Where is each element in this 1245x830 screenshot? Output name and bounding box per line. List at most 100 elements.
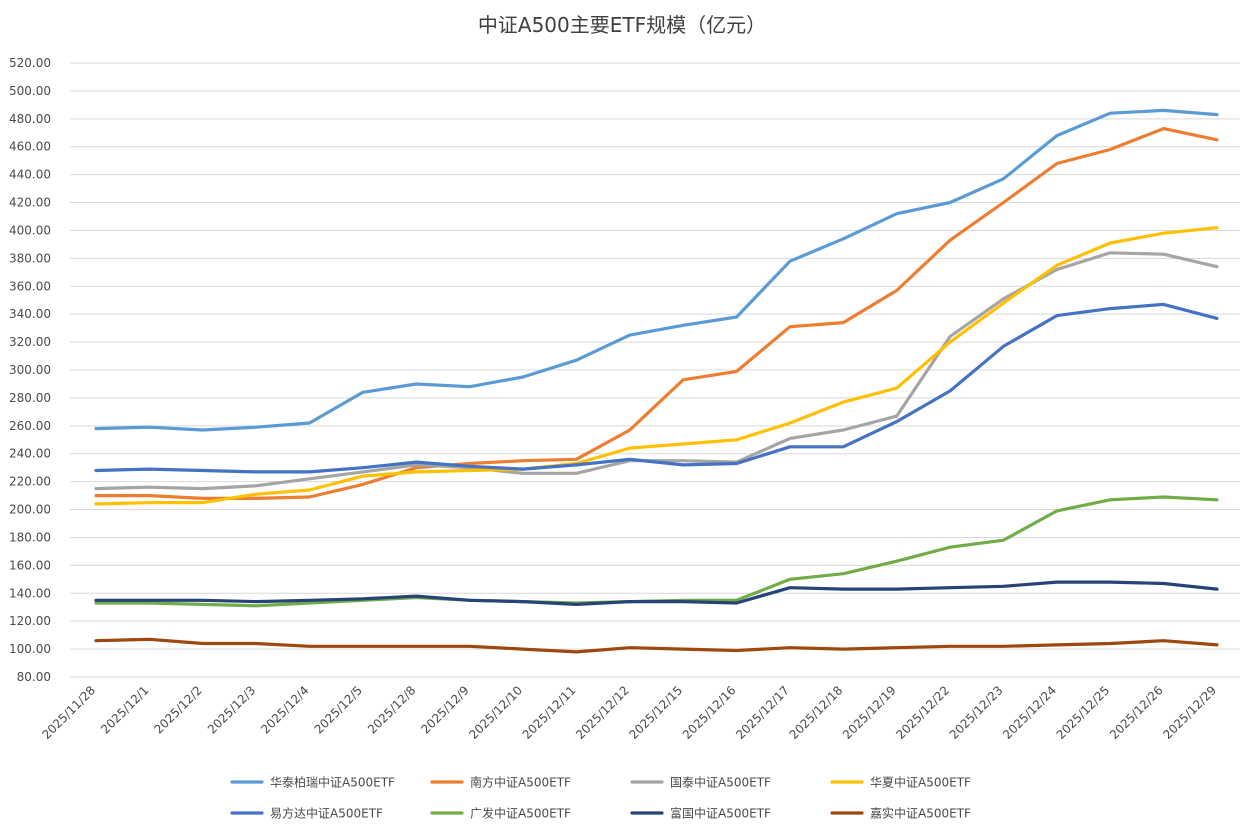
legend-label: 国泰中证A500ETF [670,775,771,790]
data-point [734,648,738,652]
data-point [147,493,151,497]
data-point [1161,231,1165,235]
data-point [1108,251,1112,255]
series-5 [94,302,1219,474]
data-point [361,465,365,469]
data-point [361,470,365,474]
data-point [841,572,845,576]
grid-layer [70,62,1240,678]
data-point [1001,200,1005,204]
y-tick-label: 240.00 [9,447,51,461]
data-point [788,436,792,440]
y-tick-label: 100.00 [9,642,51,656]
data-point [681,442,685,446]
data-point [734,369,738,373]
x-tick-label: 2025/12/12 [573,683,632,742]
x-tick-label: 2025/12/22 [893,683,952,742]
data-point [1001,584,1005,588]
series-line [94,127,1219,500]
x-tick-label: 2025/12/3 [205,683,258,736]
data-point [841,445,845,449]
y-tick-label: 180.00 [9,530,51,544]
data-point [734,438,738,442]
y-tick-label: 400.00 [9,223,51,237]
data-point [574,650,578,654]
x-tick-label: 2025/12/1 [98,683,151,736]
data-point [414,460,418,464]
data-point [788,259,792,263]
legend-item: 广发中证A500ETF [430,806,571,821]
data-point [1215,498,1219,502]
data-point [628,333,632,337]
series-line [94,302,1219,474]
data-point [361,474,365,478]
data-point [201,468,205,472]
data-point [467,598,471,602]
data-point [94,493,98,497]
x-tick-label: 2025/12/18 [787,683,846,742]
data-point [628,599,632,603]
x-tick-label: 2025/12/26 [1107,683,1166,742]
data-point [1108,306,1112,310]
legend-label: 华夏中证A500ETF [870,775,971,790]
data-point [94,486,98,490]
legend-item: 嘉实中证A500ETF [830,806,971,821]
data-point [147,485,151,489]
y-tick-label: 380.00 [9,251,51,265]
data-point [254,470,258,474]
data-point [681,323,685,327]
x-tick-label: 2025/12/23 [947,683,1006,742]
legend-item: 华泰柏瑞中证A500ETF [230,775,395,790]
y-tick-label: 360.00 [9,279,51,293]
data-point [895,414,899,418]
y-tick-label: 160.00 [9,558,51,572]
data-point [788,445,792,449]
data-point [1001,344,1005,348]
x-tick-label: 2025/12/29 [1160,683,1219,742]
data-point [1055,133,1059,137]
data-point [521,459,525,463]
data-point [94,598,98,602]
data-point [1215,587,1219,591]
data-point [948,238,952,242]
data-point [254,599,258,603]
series-line [94,108,1219,432]
x-tick-label: 2025/12/16 [680,683,739,742]
data-point [1161,302,1165,306]
data-point [201,500,205,504]
data-point [574,358,578,362]
data-point [254,484,258,488]
data-point [147,425,151,429]
x-tick-label: 2025/12/17 [733,683,792,742]
data-point [147,637,151,641]
data-point [895,419,899,423]
legend-item: 华夏中证A500ETF [830,775,971,790]
data-point [1161,126,1165,130]
data-point [201,641,205,645]
data-point [1215,138,1219,142]
data-point [681,647,685,651]
data-point [201,486,205,490]
data-point [788,577,792,581]
x-tick-label: 2025/11/28 [39,683,98,742]
legend-label: 南方中证A500ETF [470,775,571,790]
data-point [254,496,258,500]
data-point [307,598,311,602]
series-line [94,580,1219,607]
data-point [948,389,952,393]
data-point [521,599,525,603]
data-point [895,212,899,216]
data-point [1001,538,1005,542]
data-point [948,334,952,338]
data-point [574,463,578,467]
data-point [414,470,418,474]
data-point [574,471,578,475]
y-tick-label: 280.00 [9,391,51,405]
legend-label: 嘉实中证A500ETF [870,806,971,821]
y-tick-label: 300.00 [9,363,51,377]
data-point [467,464,471,468]
x-tick-label: 2025/12/2 [151,683,204,736]
y-tick-label: 80.00 [17,670,51,684]
data-point [628,428,632,432]
series-8 [94,637,1219,654]
